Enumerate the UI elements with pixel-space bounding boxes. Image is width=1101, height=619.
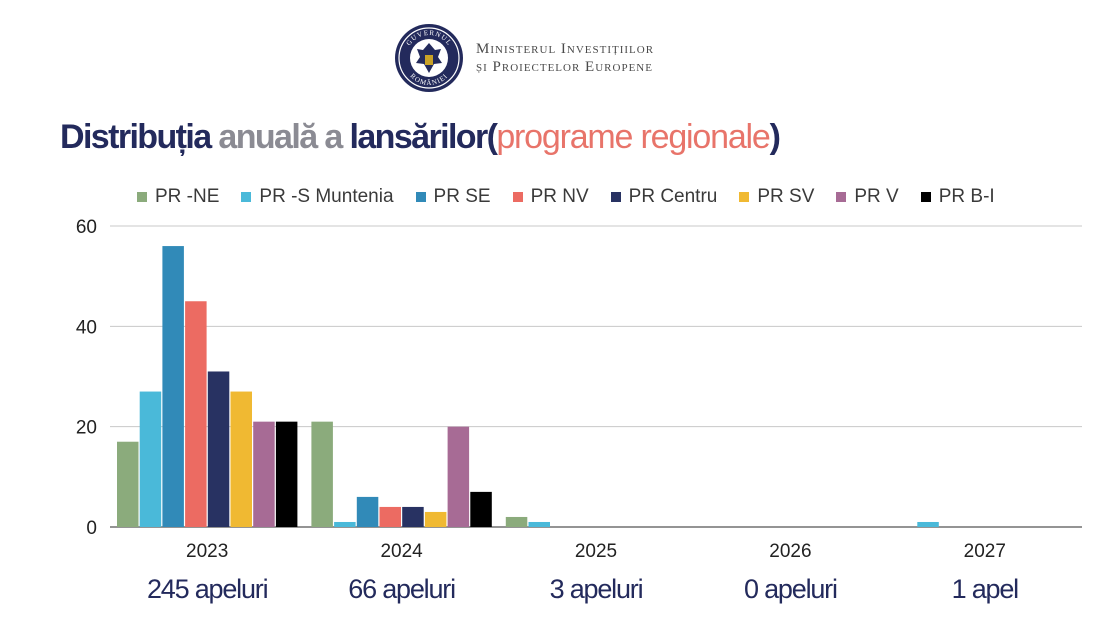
bar — [275, 421, 298, 527]
bar — [207, 371, 230, 527]
bar — [162, 246, 184, 528]
legend-item: PR Centru — [610, 186, 718, 208]
bar — [447, 426, 470, 527]
y-tick-label: 40 — [76, 317, 97, 338]
title-part-2: anuală a — [218, 118, 343, 156]
title-part-1: Distribuția — [60, 118, 212, 156]
y-tick-label: 60 — [76, 217, 97, 238]
call-count-labels: 245 apeluri 66 apeluri 3 apeluri 0 apeluri 1… — [0, 574, 1101, 614]
legend-item: PR V — [836, 186, 899, 208]
bar — [117, 441, 139, 527]
y-tick-label: 20 — [76, 418, 97, 439]
bar — [379, 506, 401, 527]
bar — [230, 391, 252, 527]
government-seal-icon: GUVERNUL ROMÂNIEI — [395, 24, 463, 92]
bar — [424, 511, 447, 527]
bar — [311, 421, 333, 527]
x-tick-label: 2026 — [769, 541, 811, 562]
ministry-line-1: Ministerul Investițiilor — [476, 41, 655, 57]
legend-item: PR SE — [415, 186, 491, 208]
legend-item: PR NV — [512, 186, 589, 208]
call-count-label: 66 apeluri — [348, 574, 456, 604]
legend-label: PR -NE — [155, 186, 220, 207]
legend-label: PR NV — [530, 186, 589, 207]
legend-item: PR B-I — [920, 186, 995, 208]
legend-swatch — [920, 192, 931, 202]
y-tick-label: 0 — [86, 518, 97, 539]
legend-label: PR -S Muntenia — [259, 186, 394, 207]
title-subtitle: programe regionale — [496, 118, 770, 156]
chart-legend: PR -NE PR -S Muntenia PR SE PR NV PR Centru P… — [137, 186, 995, 208]
bar — [505, 516, 528, 527]
bar — [402, 506, 424, 527]
legend-swatch — [836, 192, 847, 202]
bar — [917, 521, 939, 527]
bar — [528, 521, 550, 527]
x-tick-label: 2027 — [964, 541, 1006, 562]
bar — [334, 521, 356, 527]
header: GUVERNUL ROMÂNIEI Ministerul Investițiil… — [394, 22, 654, 94]
title-paren-open: ( — [486, 118, 498, 156]
call-count-label: 1 apel — [951, 574, 1020, 604]
page-title: Distribuția anuală a lansărilor(programe… — [60, 118, 781, 157]
ministry-line-2: și Proiectelor Europene — [476, 59, 653, 75]
bar — [185, 301, 207, 527]
call-count-label: 0 apeluri — [744, 574, 838, 604]
x-tick-label: 2023 — [186, 541, 228, 562]
legend-swatch — [739, 192, 750, 202]
legend-swatch — [241, 192, 252, 202]
legend-label: PR SE — [433, 186, 491, 207]
legend-label: PR Centru — [628, 186, 718, 207]
call-count-label: 245 apeluri — [146, 574, 269, 604]
legend-item: PR SV — [739, 186, 814, 208]
x-tick-label: 2025 — [575, 541, 617, 562]
title-part-3: lansărilor — [349, 118, 489, 156]
x-tick-label: 2024 — [380, 541, 423, 562]
bar — [139, 391, 162, 527]
legend-item: PR -S Muntenia — [241, 186, 394, 208]
bar — [470, 491, 492, 527]
legend-swatch — [512, 192, 523, 202]
legend-label: PR B-I — [938, 186, 995, 207]
legend-swatch — [137, 192, 147, 202]
title-paren-close: ) — [769, 118, 781, 156]
legend-item: PR -NE — [137, 186, 219, 208]
call-count-label: 3 apeluri — [549, 574, 644, 604]
legend-swatch — [610, 192, 621, 202]
bar — [356, 496, 379, 527]
ministry-name: Ministerul Investițiilor și Proiectelor … — [476, 40, 654, 76]
legend-label: PR SV — [757, 186, 815, 207]
legend-label: PR V — [854, 186, 899, 207]
legend-swatch — [415, 192, 426, 202]
bar — [253, 421, 275, 527]
